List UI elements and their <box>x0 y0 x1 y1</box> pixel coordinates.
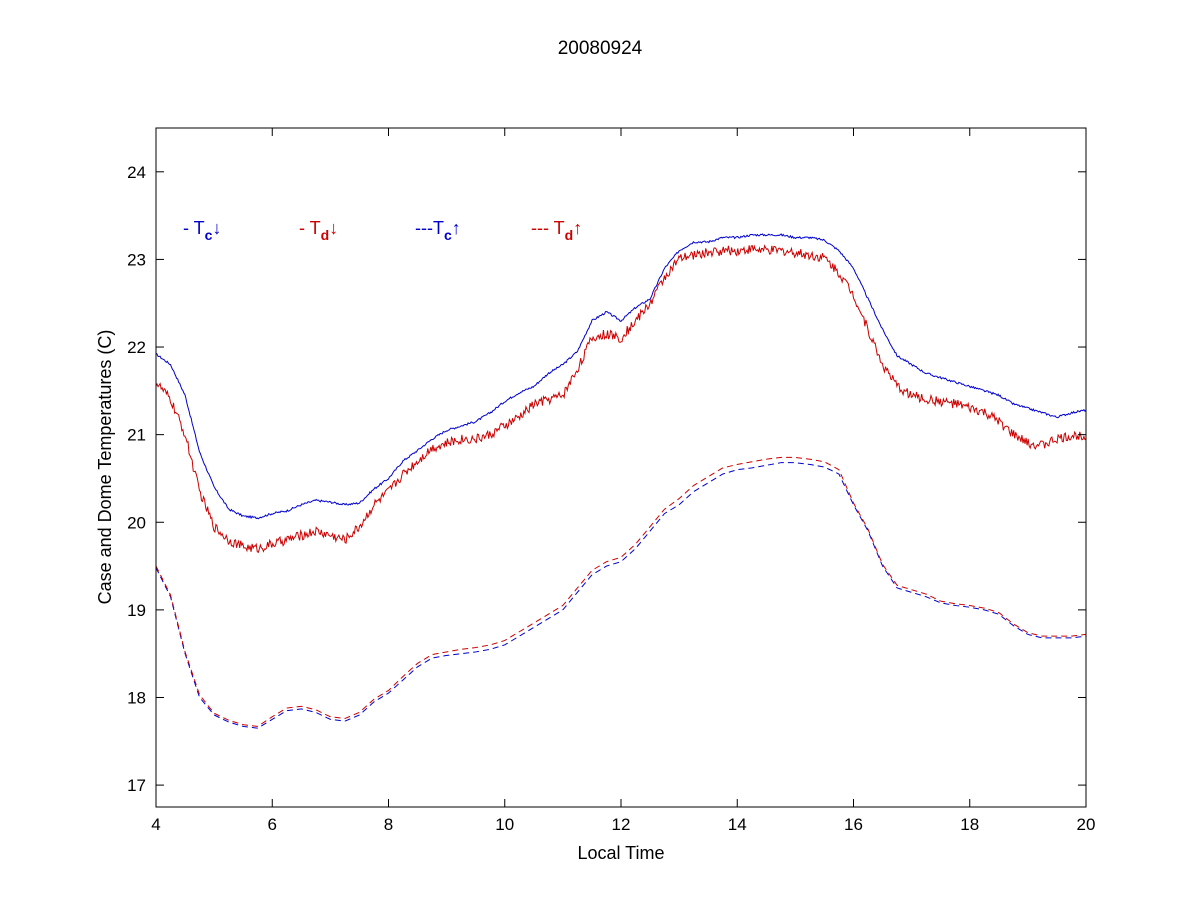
legend-subscript: c <box>444 227 452 243</box>
x-tick-label: 14 <box>728 815 747 834</box>
y-axis-label: Case and Dome Temperatures (C) <box>95 330 115 605</box>
x-tick-label: 10 <box>495 815 514 834</box>
legend-entry: - Td↓ <box>299 218 338 243</box>
legend-symbol: T <box>194 218 205 238</box>
y-tick-label: 17 <box>127 776 146 795</box>
x-tick-label: 12 <box>612 815 631 834</box>
legend-arrow: ↓ <box>212 218 221 238</box>
legend-arrow: ↓ <box>329 218 338 238</box>
legend-symbol: T <box>433 218 444 238</box>
x-axis-label: Local Time <box>577 843 664 863</box>
x-tick-label: 20 <box>1077 815 1096 834</box>
legend-subscript: d <box>565 227 574 243</box>
chart-title: 20080924 <box>558 38 643 59</box>
legend-symbol: T <box>310 218 321 238</box>
y-tick-label: 22 <box>127 338 146 357</box>
tick-layer: 4 6 8 10 12 14 16 18 20 17 18 19 20 21 22 23 24 <box>127 128 1095 834</box>
legend-prefix: - <box>183 218 194 238</box>
x-tick-label: 6 <box>268 815 277 834</box>
series-line-2 <box>155 244 1087 554</box>
series-line-4 <box>155 456 1087 727</box>
legend-entry: ---Tc↑ <box>415 218 461 243</box>
y-tick-label: 20 <box>127 513 146 532</box>
legend-prefix: - <box>299 218 310 238</box>
legend: - Tc↓ - Td↓ ---Tc↑ --- Td↑ <box>183 218 582 243</box>
series-layer <box>155 233 1087 729</box>
plot-area <box>156 128 1086 807</box>
y-tick-label: 24 <box>127 163 146 182</box>
legend-subscript: d <box>321 227 330 243</box>
legend-symbol: T <box>554 218 565 238</box>
x-tick-label: 4 <box>151 815 160 834</box>
x-tick-label: 16 <box>844 815 863 834</box>
series-line-3 <box>155 462 1087 729</box>
x-tick-label: 8 <box>384 815 393 834</box>
y-tick-label: 21 <box>127 426 146 445</box>
legend-prefix: --- <box>415 218 433 238</box>
y-tick-label: 19 <box>127 601 146 620</box>
legend-entry: - Tc↓ <box>183 218 221 243</box>
legend-prefix: --- <box>531 218 554 238</box>
x-tick-label: 18 <box>960 815 979 834</box>
legend-subscript: c <box>205 227 213 243</box>
legend-arrow: ↑ <box>573 218 582 238</box>
y-tick-label: 23 <box>127 250 146 269</box>
legend-arrow: ↑ <box>452 218 461 238</box>
legend-entry: --- Td↑ <box>531 218 582 243</box>
y-tick-label: 18 <box>127 688 146 707</box>
series-line-1 <box>155 233 1087 520</box>
